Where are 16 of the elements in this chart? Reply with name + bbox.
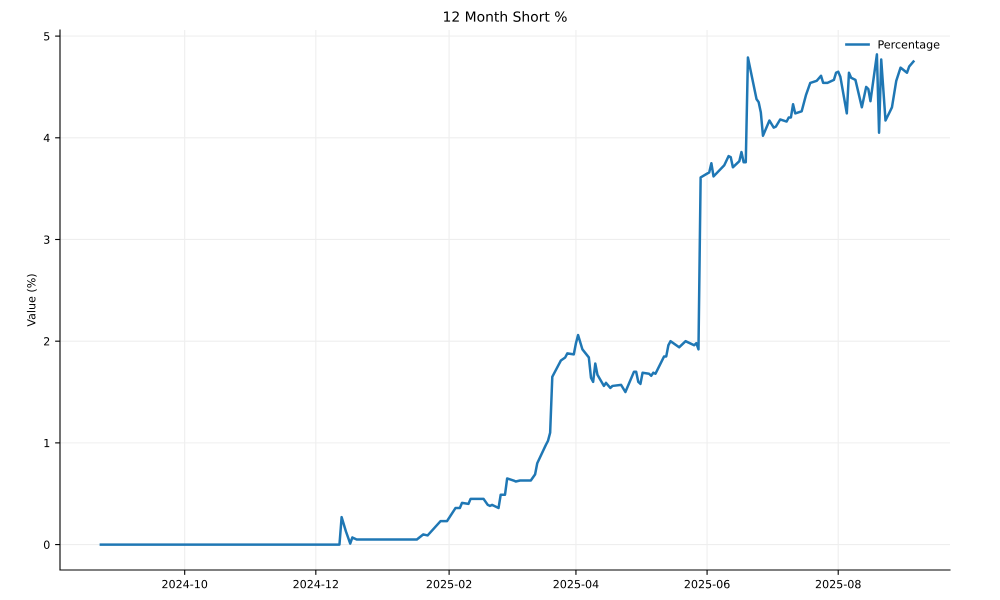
y-axis-title: Value (%) bbox=[26, 274, 37, 327]
y-tick-label: 2 bbox=[44, 337, 50, 346]
x-tick-label: 2025-04 bbox=[554, 580, 599, 588]
y-tick-label: 5 bbox=[44, 32, 50, 40]
legend-label: Percentage bbox=[878, 40, 940, 51]
x-tick-label: 2024-10 bbox=[162, 580, 208, 588]
y-tick-label: 0 bbox=[44, 540, 50, 549]
y-tick-label: 3 bbox=[44, 235, 50, 244]
y-tick-label: 1 bbox=[44, 439, 50, 448]
y-tick-label: 4 bbox=[44, 134, 50, 142]
x-tick-label: 2024-12 bbox=[293, 580, 338, 588]
line-series bbox=[100, 53, 915, 546]
x-tick-label: 2025-02 bbox=[426, 580, 472, 588]
x-tick-label: 2025-06 bbox=[684, 580, 730, 588]
x-tick-label: 2025-08 bbox=[816, 580, 861, 588]
chart-title: 12 Month Short % bbox=[444, 11, 567, 22]
